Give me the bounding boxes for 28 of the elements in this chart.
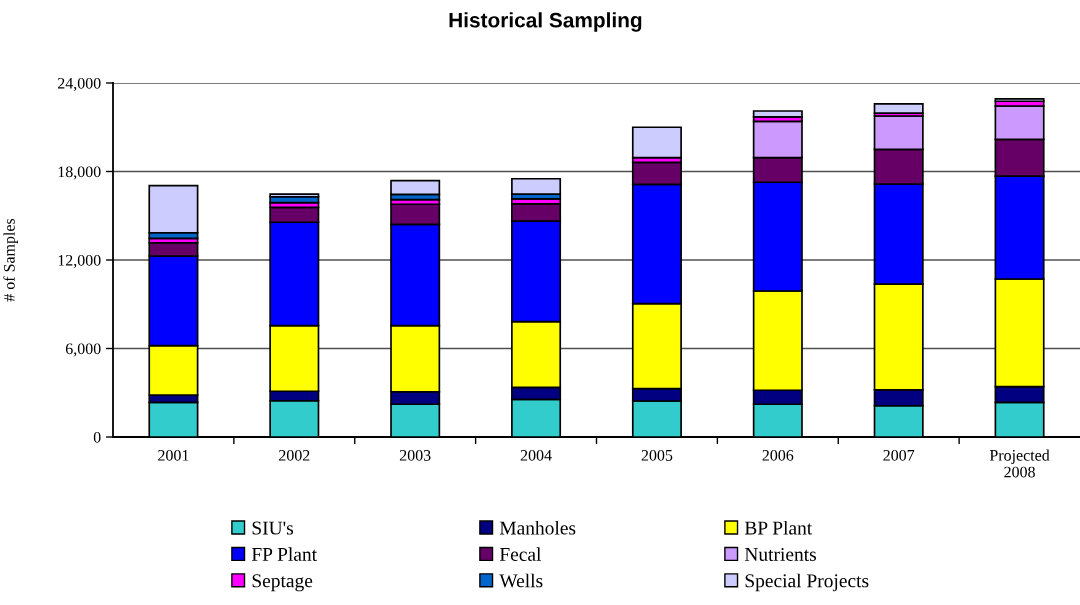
legend-label: Special Projects	[745, 573, 869, 592]
x-tick-label: 2005	[641, 449, 673, 461]
x-tick-label: Projected 2008	[989, 449, 1050, 478]
y-axis-title: # of Samples	[3, 218, 18, 302]
x-tick-label: 2002	[279, 449, 310, 461]
legend-label: FP Plant	[251, 547, 317, 561]
legend-label: BP Plant	[744, 520, 813, 535]
x-tick-label: 2004	[520, 449, 552, 461]
x-tick-label: 2003	[399, 449, 431, 461]
legend-label: SIU's	[252, 521, 294, 535]
bar	[631, 126, 682, 159]
bar	[752, 110, 803, 118]
x-tick-label: 2001	[158, 449, 189, 461]
bar	[994, 98, 1045, 103]
legend-label: Fecal	[499, 547, 542, 561]
y-tick-label: 0	[93, 431, 101, 443]
x-tick-label: 2006	[762, 449, 794, 461]
legend-label: Manholes	[499, 520, 576, 535]
legend-label: Wells	[499, 573, 543, 588]
x-tick-label: 2007	[883, 449, 915, 461]
legend-label: Nutrients	[744, 547, 816, 561]
chart-title: Historical Sampling	[449, 12, 642, 32]
y-tick-label: 18,000	[58, 166, 101, 180]
y-tick-label: 12,000	[58, 254, 101, 268]
legend-label: Septage	[252, 574, 313, 592]
y-tick-label: 24,000	[57, 77, 101, 91]
y-tick-label: 6,000	[65, 343, 101, 357]
bar	[873, 103, 924, 114]
